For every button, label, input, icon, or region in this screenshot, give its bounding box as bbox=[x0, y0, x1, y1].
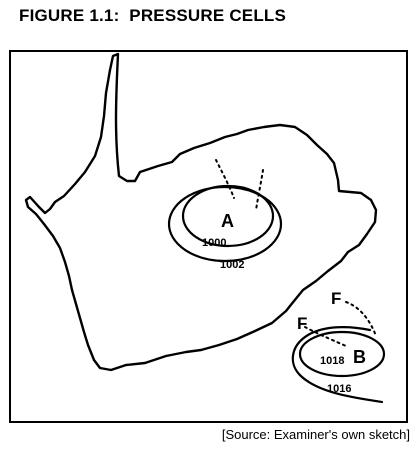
front-line-b-2 bbox=[304, 326, 347, 347]
front-line-b-1 bbox=[345, 301, 377, 337]
front-line-a-2 bbox=[255, 169, 264, 211]
isobar-label-1002: 1002 bbox=[220, 259, 244, 271]
isobar-1018-line bbox=[298, 330, 386, 378]
isobar-label-1000: 1000 bbox=[202, 237, 226, 249]
figure-title: FIGURE 1.1: PRESSURE CELLS bbox=[19, 6, 287, 25]
cell-letter-a: A bbox=[221, 211, 234, 231]
front-label-f2: F bbox=[297, 314, 307, 333]
source-note: [Source: Examiner's own sketch] bbox=[221, 427, 410, 442]
isobar-1002-line bbox=[167, 185, 283, 263]
front-label-f1: F bbox=[331, 289, 341, 308]
cell-letter-b: B bbox=[353, 347, 366, 367]
isobar-1016-line bbox=[291, 326, 384, 404]
isobar-label-1016: 1016 bbox=[327, 383, 351, 395]
front-line-a-1 bbox=[215, 159, 235, 199]
isobar-label-1018: 1018 bbox=[320, 355, 344, 367]
south-africa-outline bbox=[24, 52, 378, 372]
map-frame bbox=[9, 50, 408, 423]
